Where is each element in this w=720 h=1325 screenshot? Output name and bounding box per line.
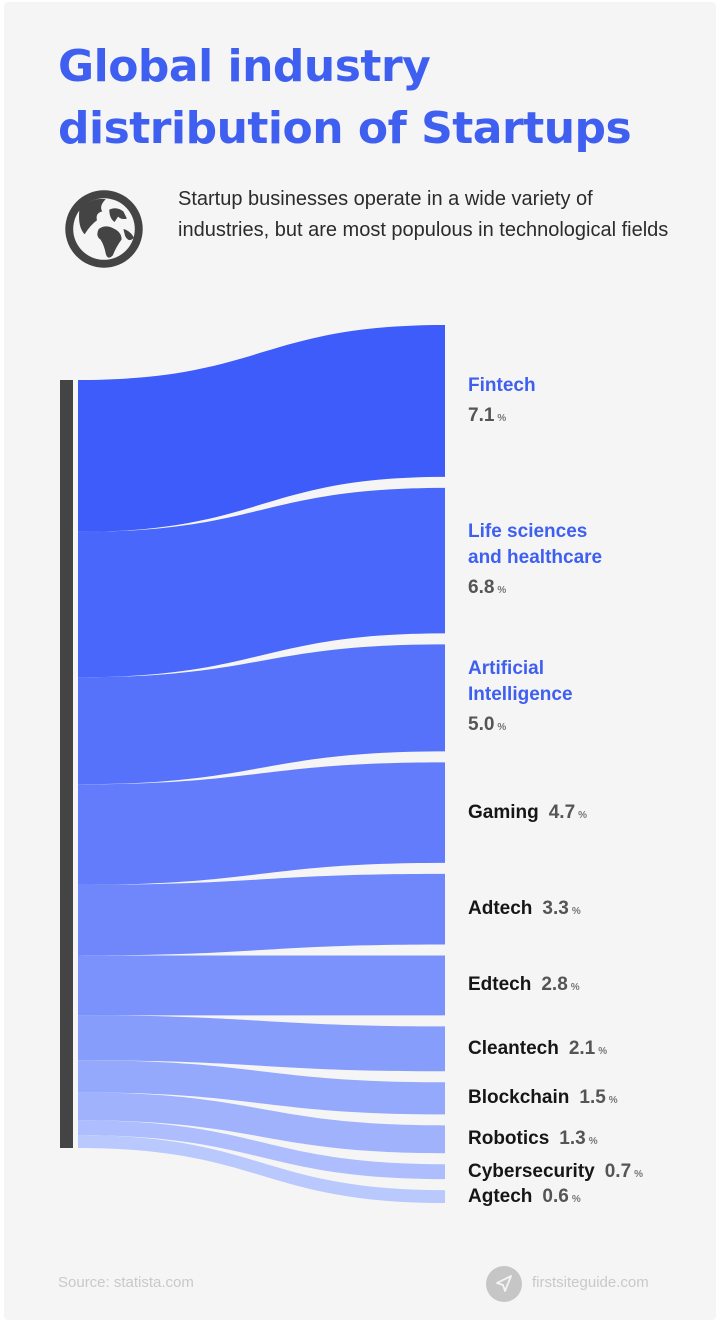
flow-band [78,325,445,532]
category-label: Cleantech 2.1% [468,1037,608,1059]
flow-band [78,955,445,1016]
flow-bands [78,325,445,1203]
flow-band [78,1135,445,1203]
category-label: Adtech 3.3% [468,898,581,920]
subtitle: Startup businesses operate in a wide var… [178,188,669,241]
category-label: Cybersecurity 0.7% [468,1160,644,1182]
flow-band [78,1015,445,1072]
flow-band [78,762,445,885]
category-label: Artificial Intelligence 5.0% [468,657,573,735]
flow-band [78,873,445,956]
category-label: Agtech 0.6% [468,1185,581,1207]
category-label: Life sciences and healthcare 6.8% [468,520,603,598]
flow-band [78,1092,445,1154]
category-label: Gaming 4.7% [468,801,588,823]
flow-band [78,487,445,678]
source-text: Source: statista.com [58,1274,194,1291]
page-title: Global industry distribution of Startups [58,36,632,160]
source-bar [60,380,73,1148]
category-label: Fintech 7.1% [468,374,536,426]
category-label: Blockchain 1.5% [468,1087,618,1109]
title-line-2: distribution of Startups [58,103,632,154]
category-label: Edtech 2.8% [468,974,580,996]
paper-plane-icon [486,1266,522,1302]
title-line-1: Global industry [58,41,431,92]
globe-icon [65,190,143,268]
category-label: Robotics 1.3% [468,1128,598,1150]
flow-band [78,1120,445,1180]
site-link[interactable]: firstsiteguide.com [532,1274,649,1291]
flow-band [78,644,445,785]
flow-band [78,1060,445,1115]
